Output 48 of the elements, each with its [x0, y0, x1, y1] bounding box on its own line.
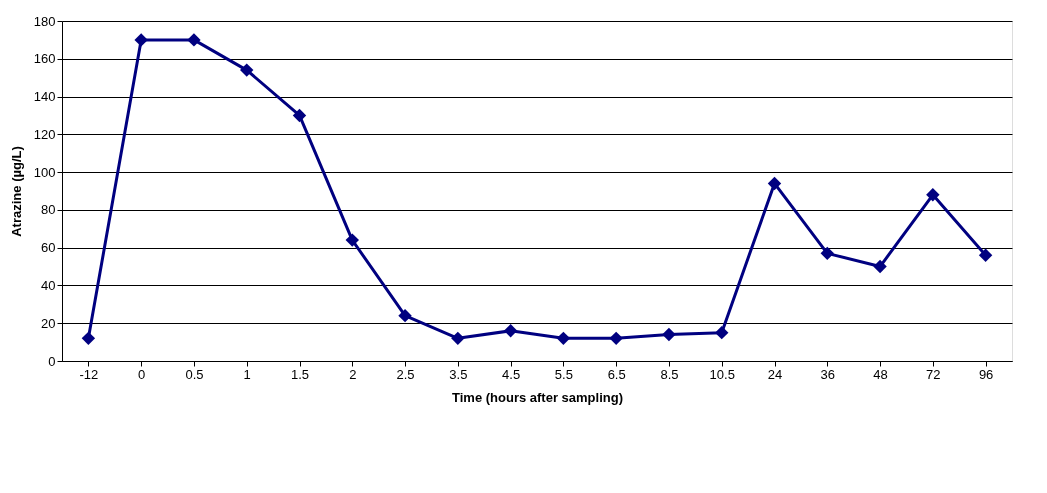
- y-tick-label: 80: [41, 202, 56, 218]
- x-tick-label: 10.5: [709, 366, 735, 382]
- x-tick-label: 96: [978, 366, 994, 382]
- y-tick-label: 140: [33, 89, 56, 105]
- x-tick-label: 24: [767, 366, 783, 382]
- x-tick-label: 3.5: [449, 366, 468, 382]
- point: [134, 33, 148, 47]
- x-tick-label: -12: [79, 366, 99, 382]
- point: [820, 246, 834, 261]
- y-axis-title: Atrazine (µg/L): [8, 146, 24, 237]
- point: [715, 325, 729, 340]
- y-tick-label: 0: [48, 353, 56, 369]
- point: [978, 248, 993, 262]
- x-tick-label: 4.5: [502, 366, 521, 382]
- x-tick-label: 48: [873, 366, 888, 382]
- x-tick-label: 2.5: [396, 366, 415, 382]
- point: [926, 188, 940, 202]
- x-axis-title: Time (hours after sampling): [452, 389, 623, 405]
- y-tick-label: 60: [41, 240, 56, 256]
- y-tick-label: 160: [33, 51, 56, 67]
- x-tick-label: 1.5: [290, 366, 310, 382]
- point: [609, 331, 623, 346]
- point: [556, 331, 571, 346]
- y-tick-label: 20: [41, 315, 56, 331]
- point: [292, 108, 307, 123]
- y-tick-label: 120: [33, 126, 56, 142]
- point: [81, 331, 96, 346]
- y-tick-label: 40: [41, 277, 56, 293]
- point: [398, 308, 412, 323]
- point: [451, 331, 465, 346]
- point: [767, 176, 782, 191]
- x-tick-label: 8.5: [660, 366, 679, 382]
- x-tick-label: 1: [243, 366, 251, 382]
- x-tick-label: 36: [820, 366, 836, 382]
- x-tick-label: 0.5: [185, 366, 204, 382]
- point: [240, 63, 254, 77]
- point: [345, 233, 359, 247]
- point: [503, 324, 518, 338]
- y-tick-label: 180: [33, 13, 56, 29]
- y-tick-label: 100: [33, 164, 56, 180]
- x-tick-label: 5.5: [554, 366, 573, 382]
- point: [187, 33, 201, 47]
- point: [662, 327, 676, 342]
- x-tick-label: 0: [138, 366, 146, 382]
- point: [873, 259, 887, 274]
- x-tick-label: 72: [926, 366, 941, 382]
- x-tick-label: 6.5: [607, 366, 626, 382]
- x-tick-label: 2: [349, 366, 357, 382]
